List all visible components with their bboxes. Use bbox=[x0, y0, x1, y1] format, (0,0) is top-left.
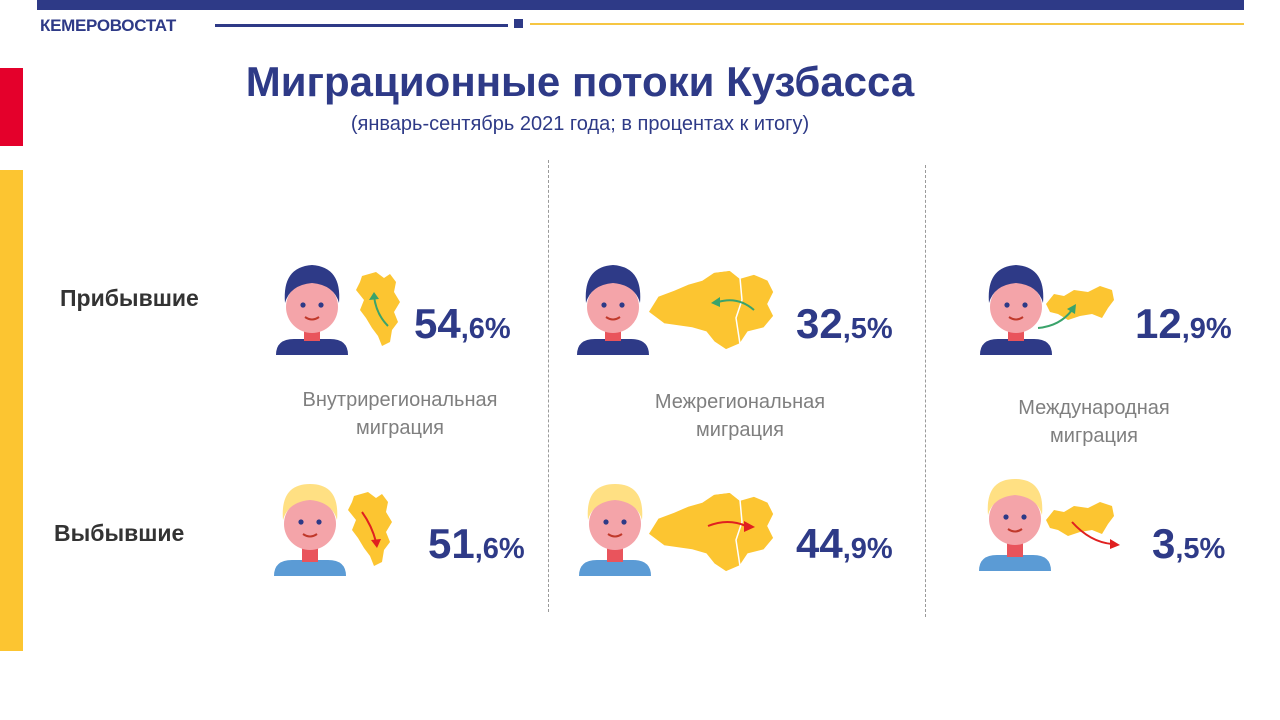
siberia-map-icon bbox=[646, 491, 775, 573]
value-arrived-inter: 32,5% bbox=[796, 300, 893, 347]
person-dark-hair-icon bbox=[577, 265, 649, 355]
arrow-icon bbox=[1037, 304, 1076, 329]
row-label-departed: Выбывшие bbox=[54, 520, 185, 546]
siberia-map-icon bbox=[646, 269, 775, 351]
label-inter-regional: Межрегиональная миграция bbox=[590, 388, 890, 444]
person-blond-icon bbox=[979, 479, 1051, 571]
side-accent-yellow bbox=[0, 170, 23, 651]
russia-map-icon bbox=[1046, 286, 1114, 320]
label-line: Внутрирегиональная bbox=[302, 389, 498, 411]
label-line: миграция bbox=[696, 419, 784, 441]
value-departed-intra: 51,6% bbox=[428, 520, 525, 567]
label-line: миграция bbox=[356, 417, 444, 439]
value-departed-inter: 44,9% bbox=[796, 520, 893, 567]
label-line: Международная bbox=[1018, 397, 1170, 419]
person-blond-icon bbox=[579, 484, 651, 576]
header-line-blue bbox=[215, 24, 508, 27]
value-arrived-international: 12,9% bbox=[1135, 300, 1232, 347]
header-square bbox=[514, 19, 523, 28]
person-dark-hair-icon bbox=[980, 265, 1052, 355]
arrow-icon bbox=[369, 292, 389, 327]
person-blond-icon bbox=[274, 484, 346, 576]
header-line-yellow bbox=[530, 23, 1244, 25]
label-line: Межрегиональная bbox=[654, 391, 826, 413]
column-divider bbox=[548, 160, 549, 612]
value-arrived-intra: 54,6% bbox=[414, 300, 511, 347]
label-intra-regional: Внутрирегиональная миграция bbox=[250, 386, 550, 442]
russia-map-icon bbox=[1046, 502, 1114, 536]
page-title: Миграционные потоки Кузбасса bbox=[245, 58, 915, 105]
arrow-icon bbox=[707, 521, 755, 532]
person-dark-hair-icon bbox=[276, 265, 348, 355]
brand-logo: КЕМЕРОВОСТАТ bbox=[40, 16, 177, 35]
top-bar bbox=[37, 0, 1244, 10]
column-divider bbox=[925, 165, 926, 617]
row-label-arrived: Прибывшие bbox=[60, 285, 199, 311]
arrow-icon bbox=[711, 297, 755, 311]
page-subtitle: (январь-сентябрь 2021 года; в процентах … bbox=[350, 113, 810, 135]
kuzbass-map-icon bbox=[348, 492, 392, 566]
side-accent-red bbox=[0, 68, 23, 146]
arrow-icon bbox=[361, 511, 381, 548]
value-departed-international: 3,5% bbox=[1152, 520, 1226, 567]
label-international: Международная миграция bbox=[944, 394, 1244, 450]
arrow-icon bbox=[1071, 521, 1120, 549]
label-line: миграция bbox=[1050, 425, 1138, 447]
